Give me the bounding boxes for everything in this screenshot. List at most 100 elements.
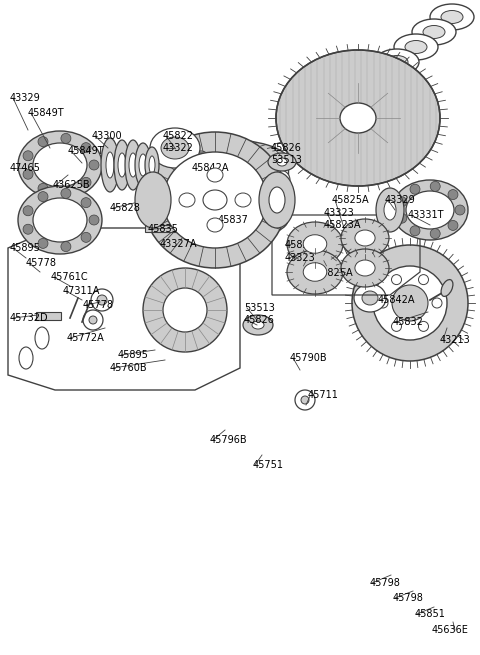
Ellipse shape — [448, 189, 458, 200]
Ellipse shape — [341, 219, 389, 257]
Text: 45761C: 45761C — [51, 272, 89, 282]
Ellipse shape — [419, 274, 429, 285]
Ellipse shape — [397, 214, 407, 223]
Text: 45826: 45826 — [244, 315, 275, 325]
Ellipse shape — [163, 152, 267, 248]
Ellipse shape — [38, 137, 48, 147]
Ellipse shape — [419, 322, 429, 331]
Ellipse shape — [35, 327, 49, 349]
Text: 45842A: 45842A — [378, 295, 416, 305]
Ellipse shape — [386, 56, 408, 69]
Text: 45778: 45778 — [26, 258, 57, 268]
Ellipse shape — [81, 178, 91, 187]
Text: 45798: 45798 — [393, 593, 424, 603]
Ellipse shape — [61, 134, 71, 143]
Ellipse shape — [355, 230, 375, 246]
Text: 43300: 43300 — [92, 131, 122, 141]
Bar — [36, 312, 61, 320]
Ellipse shape — [97, 295, 107, 305]
Ellipse shape — [143, 132, 287, 268]
Ellipse shape — [150, 128, 200, 168]
Ellipse shape — [405, 41, 427, 54]
Ellipse shape — [392, 285, 428, 321]
Ellipse shape — [441, 10, 463, 24]
Ellipse shape — [19, 347, 33, 369]
Ellipse shape — [23, 206, 33, 215]
Ellipse shape — [394, 34, 438, 60]
Ellipse shape — [145, 147, 159, 183]
Text: 45760B: 45760B — [110, 363, 148, 373]
Ellipse shape — [33, 198, 87, 242]
Ellipse shape — [430, 4, 474, 30]
Text: 43329: 43329 — [10, 93, 41, 103]
Text: 45842A: 45842A — [192, 163, 229, 173]
Text: 45772A: 45772A — [67, 333, 105, 343]
Text: 53513: 53513 — [271, 155, 302, 165]
Ellipse shape — [91, 289, 113, 311]
Text: 45796B: 45796B — [210, 435, 248, 445]
Ellipse shape — [269, 187, 285, 213]
Ellipse shape — [252, 321, 264, 329]
Ellipse shape — [114, 140, 130, 190]
Ellipse shape — [301, 396, 309, 404]
Ellipse shape — [23, 151, 33, 160]
Ellipse shape — [101, 138, 119, 192]
Ellipse shape — [384, 200, 396, 220]
Text: 45822: 45822 — [163, 131, 194, 141]
Text: 45837: 45837 — [218, 215, 249, 225]
Ellipse shape — [18, 131, 102, 199]
Ellipse shape — [139, 154, 147, 176]
Ellipse shape — [89, 316, 97, 324]
Ellipse shape — [189, 161, 211, 179]
Ellipse shape — [455, 205, 465, 215]
Text: 45895: 45895 — [10, 243, 41, 253]
Ellipse shape — [355, 260, 375, 276]
Ellipse shape — [354, 284, 386, 312]
Text: 45711: 45711 — [308, 390, 339, 400]
Ellipse shape — [83, 310, 103, 330]
Ellipse shape — [61, 187, 71, 196]
Ellipse shape — [287, 222, 343, 266]
Ellipse shape — [303, 234, 327, 253]
Text: 43322: 43322 — [163, 143, 194, 153]
Ellipse shape — [23, 224, 33, 234]
Text: 45751: 45751 — [253, 460, 284, 470]
Bar — [195, 155, 207, 197]
Text: 45823A: 45823A — [285, 240, 323, 250]
Ellipse shape — [270, 170, 290, 190]
Text: 45826: 45826 — [271, 143, 302, 153]
Ellipse shape — [135, 143, 151, 187]
Ellipse shape — [287, 250, 343, 294]
Text: 43327A: 43327A — [160, 239, 197, 249]
Text: 45849T: 45849T — [28, 108, 65, 118]
Ellipse shape — [376, 188, 404, 232]
Text: 47465: 47465 — [10, 163, 41, 173]
Text: 45790B: 45790B — [290, 353, 328, 363]
Ellipse shape — [149, 156, 155, 174]
Ellipse shape — [61, 189, 71, 198]
Ellipse shape — [81, 233, 91, 242]
Text: 45851: 45851 — [415, 609, 446, 619]
Text: 45636E: 45636E — [432, 625, 469, 635]
Ellipse shape — [410, 184, 420, 195]
Ellipse shape — [23, 169, 33, 179]
Text: 45832: 45832 — [393, 317, 424, 327]
Ellipse shape — [441, 280, 453, 297]
Ellipse shape — [33, 143, 87, 187]
Ellipse shape — [38, 192, 48, 202]
Text: 53513: 53513 — [244, 303, 275, 313]
Text: 47311A: 47311A — [63, 286, 100, 296]
Ellipse shape — [125, 140, 141, 190]
Ellipse shape — [203, 190, 227, 210]
Text: 45732D: 45732D — [10, 313, 48, 323]
Ellipse shape — [352, 245, 468, 361]
Ellipse shape — [392, 322, 401, 331]
Bar — [145, 225, 183, 232]
Ellipse shape — [406, 191, 454, 229]
Text: 43625B: 43625B — [53, 180, 91, 190]
Text: 45828: 45828 — [110, 203, 141, 213]
Ellipse shape — [392, 274, 401, 285]
Text: 43213: 43213 — [440, 335, 471, 345]
Ellipse shape — [378, 298, 388, 308]
Text: 45825A: 45825A — [316, 268, 354, 278]
